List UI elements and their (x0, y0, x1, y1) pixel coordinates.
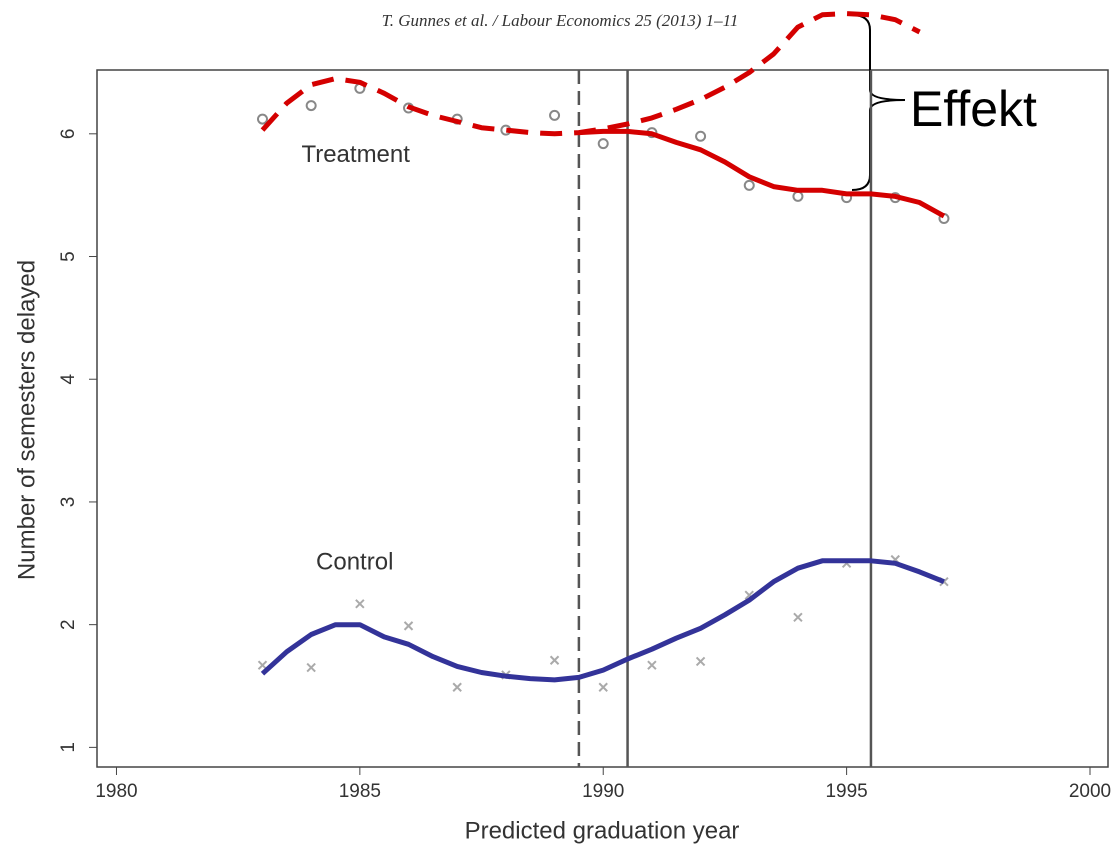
effect-label: Effekt (910, 81, 1037, 137)
x-tick-label: 1995 (825, 781, 867, 802)
y-axis-label: Number of semesters delayed (13, 260, 40, 580)
y-tick-label: 5 (58, 251, 79, 262)
x-axis-label: Predicted graduation year (465, 817, 740, 844)
annotation: Control (316, 549, 393, 576)
point (549, 655, 560, 665)
point (257, 660, 268, 670)
point (598, 682, 608, 692)
line (260, 11, 921, 137)
point (597, 138, 609, 150)
line (578, 128, 946, 219)
point (305, 100, 317, 112)
x-tick-label: 1990 (582, 781, 624, 802)
effect-brace (851, 14, 906, 191)
y-tick-label: 3 (58, 497, 79, 508)
point (256, 113, 268, 125)
point (355, 599, 365, 609)
line (260, 558, 945, 683)
point (792, 190, 804, 202)
x-tick-label: 1980 (95, 781, 137, 802)
y-tick-label: 1 (58, 742, 79, 753)
x-tick-label: 1985 (339, 781, 381, 802)
point (793, 612, 803, 622)
point (695, 656, 706, 667)
y-tick-label: 6 (58, 129, 79, 140)
point (306, 662, 316, 673)
point (647, 660, 657, 670)
y-tick-label: 2 (58, 619, 79, 630)
point (452, 682, 462, 692)
point (549, 109, 561, 121)
plot-frame (96, 69, 1109, 768)
point (403, 621, 414, 631)
citation: T. Gunnes et al. / Labour Economics 25 (… (382, 11, 739, 30)
point (695, 130, 707, 142)
annotation: Treatment (301, 141, 410, 168)
y-tick-label: 4 (58, 374, 79, 385)
point (743, 179, 755, 191)
x-tick-label: 2000 (1069, 781, 1111, 802)
